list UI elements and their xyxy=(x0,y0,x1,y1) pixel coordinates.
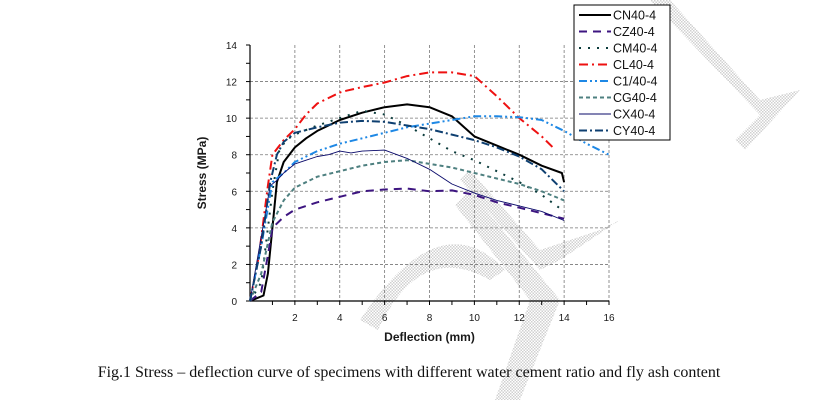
x-axis-title: Deflection (mm) xyxy=(384,330,475,344)
y-tick-label: 14 xyxy=(226,41,238,52)
y-tick-label: 0 xyxy=(231,297,237,308)
series-line-cy40-4 xyxy=(249,119,565,302)
series-line-cx40-4 xyxy=(249,149,565,302)
series-line-c1-40-4 xyxy=(249,115,610,302)
y-tick-label: 12 xyxy=(226,78,238,89)
axes xyxy=(246,44,610,305)
series-line-cg40-4 xyxy=(249,159,565,302)
x-tick-label: 12 xyxy=(514,313,526,324)
legend-label: CY40-4 xyxy=(613,124,655,138)
series-line-cn40-4 xyxy=(249,103,566,302)
x-tick-label: 2 xyxy=(292,313,298,324)
legend-label: CG40-4 xyxy=(613,91,657,105)
watermark-shape xyxy=(650,0,800,150)
legend-label: CN40-4 xyxy=(613,9,656,23)
series-lines xyxy=(249,71,610,302)
legend-label: CX40-4 xyxy=(613,108,655,122)
watermark-shape xyxy=(460,170,620,270)
x-tick-label: 10 xyxy=(469,313,481,324)
y-tick-label: 8 xyxy=(231,151,237,162)
legend-label: C1/40-4 xyxy=(613,75,658,89)
watermark-logo xyxy=(360,0,800,400)
legend: CN40-4 CZ40-4 CM40-4 CL40-4 C1/40-4 CG40-4 CX4… xyxy=(573,4,671,141)
y-tick-label: 2 xyxy=(231,260,237,271)
x-tick-label: 16 xyxy=(603,313,615,324)
legend-label: CL40-4 xyxy=(613,58,654,72)
legend-label: CM40-4 xyxy=(613,42,658,56)
watermark-shape xyxy=(360,244,505,330)
x-tick-label: 4 xyxy=(337,313,343,324)
y-tick-labels: 0 2 4 6 8 10 12 14 xyxy=(226,41,238,308)
watermark-shape xyxy=(455,190,560,400)
y-tick-label: 6 xyxy=(231,187,237,198)
y-tick-label: 4 xyxy=(231,224,237,235)
x-tick-labels: 2 4 6 8 10 12 14 16 xyxy=(292,313,615,324)
legend-box xyxy=(573,4,671,141)
series-line-cl40-4 xyxy=(249,71,554,302)
legend-label: CZ40-4 xyxy=(613,25,655,39)
x-tick-label: 6 xyxy=(382,313,388,324)
x-tick-label: 8 xyxy=(427,313,433,324)
grid-lines xyxy=(250,45,610,301)
series-line-cz40-4 xyxy=(249,187,565,302)
x-tick-label: 14 xyxy=(559,313,571,324)
y-axis-title: Stress (MPa) xyxy=(195,137,209,210)
y-tick-label: 10 xyxy=(226,114,238,125)
figure-caption: Fig.1 Stress – deflection curve of speci… xyxy=(97,364,721,381)
